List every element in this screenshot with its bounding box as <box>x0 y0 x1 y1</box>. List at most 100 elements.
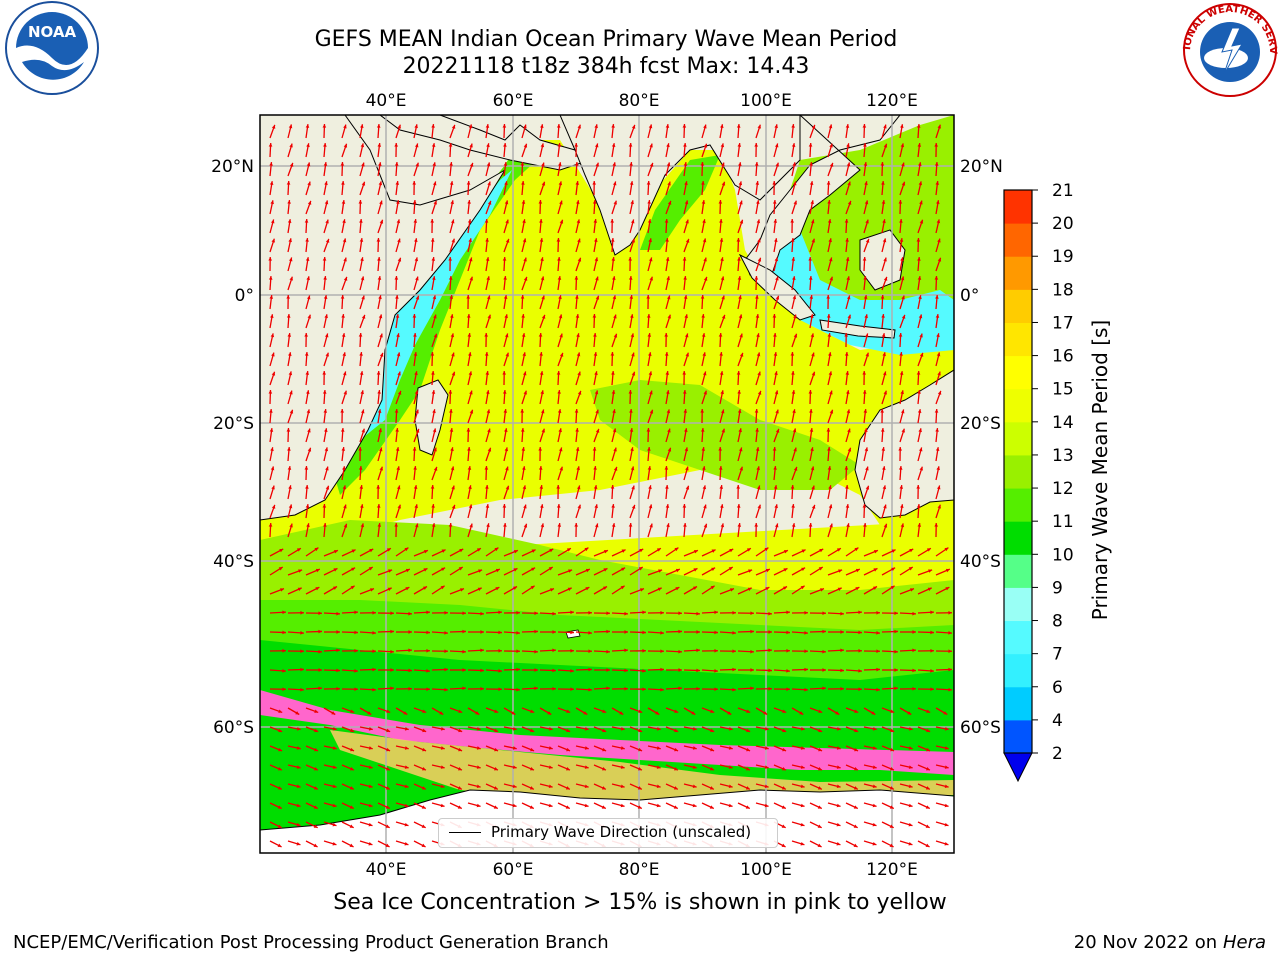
wave-arrow <box>665 200 672 215</box>
colorbar-swatch <box>1004 554 1032 588</box>
wave-arrow <box>395 294 399 310</box>
wave-arrow <box>665 726 679 733</box>
wave-arrow <box>845 764 859 771</box>
wave-arrow <box>737 686 755 691</box>
wave-arrow <box>647 200 651 215</box>
wave-arrow <box>791 295 797 310</box>
wave-arrow <box>575 314 580 329</box>
wave-arrow <box>287 143 293 158</box>
wave-arrow <box>719 649 737 654</box>
wave-arrow <box>755 200 760 215</box>
wave-arrow <box>521 200 526 215</box>
wave-arrow <box>323 707 336 716</box>
wave-arrow <box>809 371 816 386</box>
wave-arrow <box>431 567 446 576</box>
wave-arrow <box>917 333 923 348</box>
wave-arrow <box>593 332 597 348</box>
wave-arrow <box>359 143 365 158</box>
wave-arrow <box>647 687 665 692</box>
wave-arrow <box>755 352 761 367</box>
wave-arrow <box>917 409 922 424</box>
wave-arrow <box>683 276 687 291</box>
wave-arrow <box>611 181 617 196</box>
wave-arrow <box>484 465 489 481</box>
wave-arrow <box>413 549 429 557</box>
wave-arrow <box>323 745 337 750</box>
wave-arrow <box>647 257 653 272</box>
lon-label-top: 120°E <box>866 91 918 111</box>
wave-arrow <box>413 390 419 405</box>
wave-arrow <box>881 567 896 576</box>
wave-arrow <box>396 630 412 634</box>
wave-arrow <box>683 745 697 750</box>
wave-arrow <box>431 585 445 595</box>
wave-arrow <box>899 390 904 405</box>
wave-arrow <box>683 764 697 769</box>
wave-arrow <box>431 764 445 769</box>
wave-arrow <box>646 180 651 196</box>
wave-arrow <box>701 504 707 519</box>
wave-arrow <box>521 745 535 752</box>
wave-arrow <box>305 276 310 291</box>
wave-arrow <box>358 446 362 462</box>
lat-label-right: 20°N <box>960 157 1003 177</box>
wave-arrow <box>881 390 887 405</box>
wave-arrow <box>862 123 867 139</box>
wave-arrow <box>377 523 382 538</box>
wave-arrow <box>898 332 903 348</box>
wave-arrow <box>611 295 617 310</box>
wave-arrow <box>449 371 456 386</box>
wave-arrow <box>305 484 309 500</box>
wave-arrow <box>341 124 347 139</box>
wave-arrow <box>791 567 806 576</box>
wave-arrow <box>809 333 815 348</box>
wave-arrow <box>773 352 778 367</box>
wave-arrow <box>791 276 796 291</box>
wave-arrow <box>917 314 923 329</box>
wave-arrow <box>917 162 922 177</box>
lat-label-left: 0° <box>235 286 254 306</box>
coastal-band-bay <box>640 155 720 250</box>
colorbar-swatch <box>1004 355 1032 390</box>
wave-arrow <box>773 687 791 692</box>
wave-arrow <box>323 238 330 253</box>
lat-label-right: 60°S <box>960 718 1001 738</box>
wave-arrow <box>323 783 337 789</box>
wave-arrow <box>647 569 663 576</box>
wave-arrow <box>521 352 526 367</box>
wave-arrow <box>449 629 467 634</box>
wave-arrow <box>737 333 743 348</box>
wave-arrow <box>629 447 634 462</box>
wave-arrow <box>629 408 633 424</box>
wave-arrow <box>845 484 849 500</box>
wave-arrow <box>665 124 670 139</box>
wave-arrow <box>917 200 923 215</box>
wave-arrow <box>935 667 953 672</box>
wave-arrow <box>431 687 449 692</box>
wave-arrow <box>791 447 797 462</box>
wave-arrow <box>719 409 725 424</box>
wave-arrow <box>593 352 598 367</box>
colorbar-swatch <box>1004 488 1032 522</box>
wave-arrow <box>467 124 473 139</box>
wave-arrow <box>539 485 544 500</box>
wave-arrow <box>413 630 431 635</box>
wave-arrow <box>305 745 319 752</box>
wave-arrow <box>538 465 543 481</box>
wave-arrow <box>647 219 652 234</box>
wave-arrow <box>431 802 445 808</box>
wave-arrow <box>395 726 409 731</box>
lon-label-bottom: 40°E <box>366 860 407 880</box>
wave-arrow <box>755 686 773 691</box>
wave-arrow <box>791 390 796 405</box>
wave-arrow <box>809 629 827 634</box>
wave-arrow <box>701 707 715 714</box>
wave-arrow <box>629 428 634 443</box>
wave-arrow <box>935 124 941 139</box>
wave-arrow <box>629 162 633 177</box>
wave-arrow <box>503 428 508 443</box>
wave-arrow <box>719 485 724 500</box>
wave-arrow <box>520 294 525 310</box>
wave-arrow <box>323 549 339 557</box>
wave-arrow <box>359 314 366 329</box>
